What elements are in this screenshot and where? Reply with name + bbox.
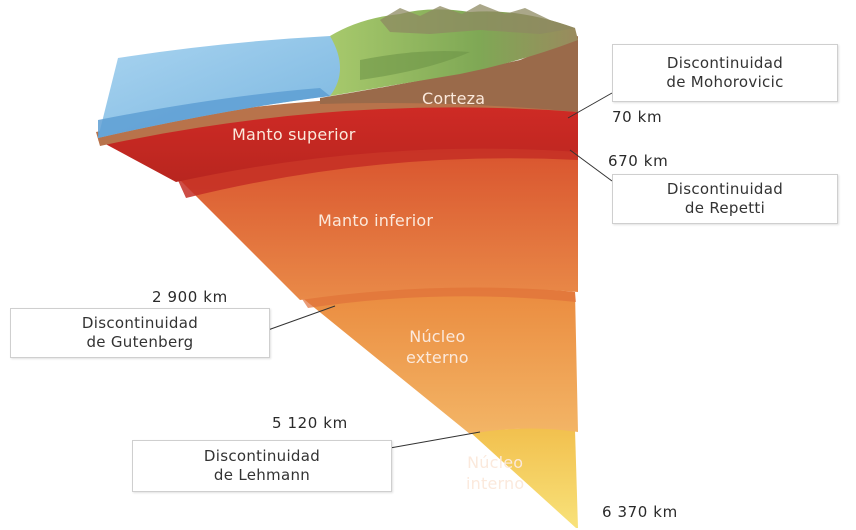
repetti-line2: de Repetti <box>684 199 766 217</box>
gutenberg-callout: Discontinuidad de Gutenberg <box>10 308 270 358</box>
gutenberg-leader <box>267 305 336 331</box>
nucleo-interno-line1: Núcleo <box>467 453 524 472</box>
mohorovicic-line1: Discontinuidad <box>666 54 784 72</box>
depth-70: 70 km <box>612 108 663 126</box>
corteza-label: Corteza <box>422 89 486 108</box>
lehmann-leader <box>389 431 481 449</box>
ocean-front <box>98 88 330 138</box>
gutenberg-line1: Discontinuidad <box>81 314 199 332</box>
repetti-line1: Discontinuidad <box>666 180 784 198</box>
nucleo-interno-label: Núcleo interno <box>466 452 524 494</box>
moho-leader <box>567 92 613 119</box>
lehmann-line1: Discontinuidad <box>203 447 321 465</box>
depth-5120: 5 120 km <box>272 414 348 432</box>
manto-inferior-label: Manto inferior <box>318 211 434 230</box>
depth-670: 670 km <box>608 152 669 170</box>
gutenberg-line2: de Gutenberg <box>86 333 194 351</box>
mohorovicic-line2: de Mohorovicic <box>666 73 784 91</box>
nucleo-externo-label: Núcleo externo <box>406 326 469 368</box>
mohorovicic-callout: Discontinuidad de Mohorovicic <box>612 44 838 102</box>
lehmann-line2: de Lehmann <box>213 466 311 484</box>
land-shadow <box>360 51 470 80</box>
repetti-leader <box>569 149 613 182</box>
nucleo-externo-line2: externo <box>406 348 469 367</box>
lower-mantle-rim <box>176 146 578 198</box>
outer-core-layer <box>300 285 578 434</box>
nucleo-interno-line2: interno <box>466 474 525 493</box>
mountain-ridge <box>380 4 575 34</box>
lower-mantle-layer <box>176 146 578 300</box>
lehmann-callout: Discontinuidad de Lehmann <box>132 440 392 492</box>
manto-superior-label: Manto superior <box>232 125 356 144</box>
repetti-callout: Discontinuidad de Repetti <box>612 174 838 224</box>
depth-6370: 6 370 km <box>602 503 678 521</box>
inner-core-layer <box>470 428 578 528</box>
crust-block <box>320 36 578 112</box>
nucleo-externo-line1: Núcleo <box>409 327 466 346</box>
depth-2900: 2 900 km <box>152 288 228 306</box>
